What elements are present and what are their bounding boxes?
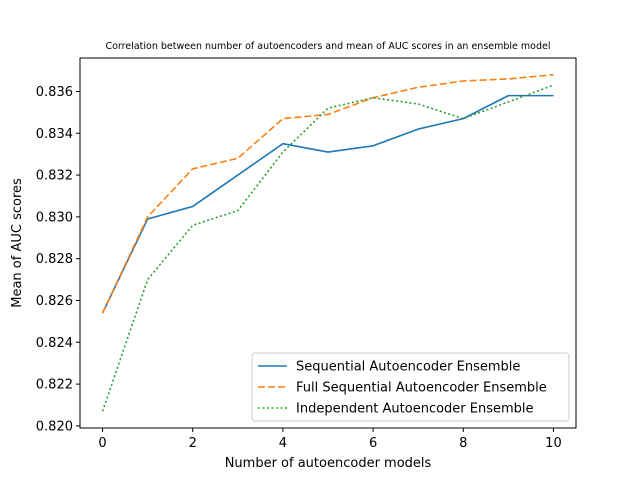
legend-label: Full Sequential Autoencoder Ensemble [296,381,547,396]
x-axis-title: Number of autoencoder models [225,456,432,471]
y-tick-label: 0.836 [36,85,73,100]
x-tick-label: 2 [189,436,197,451]
legend-label: Independent Autoencoder Ensemble [296,402,534,417]
y-tick-label: 0.826 [36,294,73,309]
y-tick-label: 0.832 [36,169,73,184]
y-tick-label: 0.828 [36,252,73,267]
x-axis: 0 2 4 6 8 10 [98,428,562,451]
legend-box [251,352,570,422]
chart-title: Correlation between number of autoencode… [105,41,550,52]
legend: Sequential Autoencoder Ensemble Full Sequ… [251,352,570,422]
plot-frame [79,57,577,429]
x-tick-label: 8 [459,436,467,451]
x-tick-label: 0 [98,436,106,451]
y-tick-label: 0.834 [36,127,73,142]
y-tick-label: 0.824 [36,336,73,351]
x-tick-label: 10 [545,436,562,451]
y-tick-label: 0.820 [36,419,73,434]
series-line-2 [101,73,554,314]
series-line-1 [101,94,554,314]
series-line-3 [101,84,554,412]
y-tick-label: 0.830 [36,210,73,225]
series-layer [101,73,554,412]
x-tick-label: 4 [279,436,287,451]
y-tick-label: 0.822 [36,378,73,393]
legend-label: Sequential Autoencoder Ensemble [296,360,520,375]
x-tick-label: 6 [369,436,377,451]
y-axis-title: Mean of AUC scores [10,178,25,308]
y-axis: 0.820 0.822 0.824 0.826 0.828 0.830 0.832 0.834… [36,85,80,434]
